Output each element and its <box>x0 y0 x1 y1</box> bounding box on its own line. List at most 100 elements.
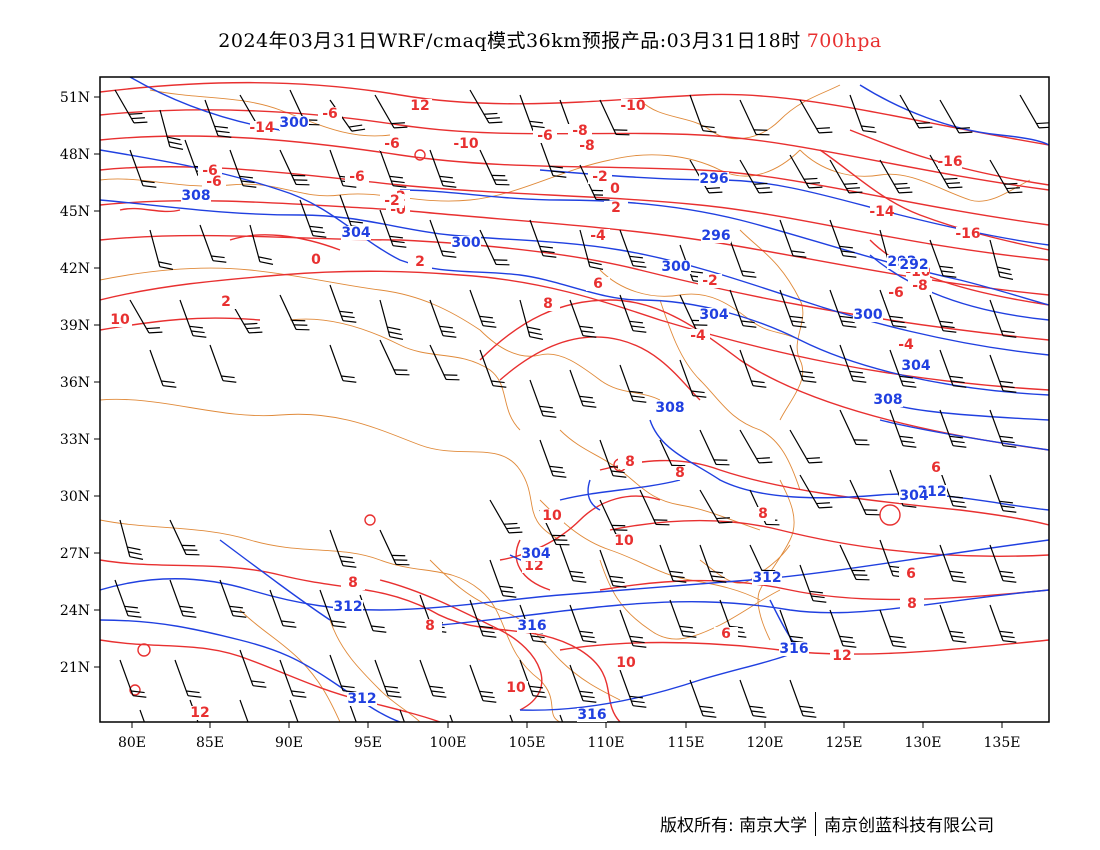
wind-barb <box>269 589 297 628</box>
wind-barb <box>169 579 197 618</box>
wind-barb <box>839 544 870 581</box>
wind-barb <box>939 99 973 134</box>
lon-tick-label: 100E <box>430 735 467 751</box>
wind-barb <box>569 664 597 703</box>
lat-tick-label: 39N <box>60 318 90 334</box>
temperature-label-bg <box>380 137 404 151</box>
wind-barb <box>419 659 447 698</box>
wind-barb <box>229 149 257 188</box>
lon-tick-label: 80E <box>118 735 146 751</box>
wind-barb <box>239 699 254 722</box>
temperature-label-bg <box>250 121 274 135</box>
height-label-bg <box>655 401 685 415</box>
height-label-bg <box>699 172 729 186</box>
wind-barb <box>989 354 1017 393</box>
height-label-bg <box>701 229 731 243</box>
height-label: 300 <box>661 259 690 275</box>
wind-barb <box>739 159 773 194</box>
temperature-label: 8 <box>348 575 358 591</box>
wind-barb <box>799 564 827 603</box>
temperature-label-bg <box>714 627 738 641</box>
height-label: 308 <box>181 188 210 204</box>
wind-barb <box>639 489 670 526</box>
temperature-label-bg <box>568 124 592 138</box>
wind-barb <box>329 654 357 693</box>
wind-barb <box>879 159 913 194</box>
wind-barb <box>174 659 202 698</box>
wind-barb <box>829 159 863 194</box>
wind-barb <box>619 669 647 708</box>
height-label: 316 <box>779 641 808 657</box>
height-label-bg <box>853 308 883 322</box>
temperature-label-bg <box>612 534 636 548</box>
footer-separator <box>815 811 817 836</box>
lon-tick-label: 120E <box>747 735 784 751</box>
temperature-label: 6 <box>906 566 916 582</box>
wind-barb <box>119 519 144 560</box>
wind-barb <box>829 219 857 258</box>
wind-barb <box>209 344 237 383</box>
height-label-bg <box>899 489 929 503</box>
isotherm-lines <box>100 81 1049 722</box>
wind-barb <box>839 409 870 446</box>
temperature-label: -10 <box>620 98 646 114</box>
wind-barb <box>569 604 597 643</box>
chart-title: 2024年03月31日WRF/cmaq模式36km预报产品:03月31日18时 7… <box>0 26 1100 53</box>
lon-tick-label: 105E <box>509 735 546 751</box>
height-lines <box>100 77 1049 722</box>
temperature-label: 2 <box>611 200 621 216</box>
lon-axis: 80E 85E 90E 95E 100E 105E 110E 115E 120E 125E 130E… <box>118 722 1020 751</box>
wind-barbs <box>114 89 1049 722</box>
wind-barb <box>159 109 184 150</box>
wind-barb <box>729 239 757 278</box>
wind-barb <box>114 89 148 124</box>
temperature-label-bg <box>586 229 610 243</box>
wind-barb <box>939 409 967 448</box>
temperature-label: 12 <box>190 705 209 721</box>
wind-barb <box>279 149 310 186</box>
temperature-label: -16 <box>955 226 980 242</box>
wind-barb <box>579 229 604 270</box>
temperature-label-bg <box>900 597 924 611</box>
temperature-label: -6 <box>349 169 365 185</box>
temperature-label: 6 <box>593 276 603 292</box>
temperature-label: -2 <box>702 273 718 289</box>
height-label: 308 <box>873 392 902 408</box>
height-label: 296 <box>701 228 730 244</box>
temperature-label-bg <box>938 155 962 169</box>
wind-barb <box>399 709 414 722</box>
temperature-label-bg <box>108 313 132 327</box>
wind-barb <box>989 604 1017 643</box>
height-label-bg <box>347 692 377 706</box>
lon-tick-label: 125E <box>826 735 863 751</box>
height-label-bg <box>699 308 729 322</box>
height-label: 300 <box>279 115 308 131</box>
wind-barb <box>849 94 877 133</box>
temperature-label: 8 <box>543 296 553 312</box>
height-label: 316 <box>517 618 546 634</box>
wind-barb <box>249 224 274 265</box>
temperature-label-bg <box>588 170 612 184</box>
lat-tick-label: 24N <box>60 603 90 619</box>
wind-barb <box>739 349 767 388</box>
wind-barb <box>319 589 347 628</box>
height-label-bg <box>873 393 903 407</box>
wind-barb <box>559 544 587 583</box>
temperature-label: 12 <box>832 648 851 664</box>
temperature-label: -6 <box>537 128 553 144</box>
wind-barb <box>539 139 567 178</box>
wind-barb <box>779 289 807 328</box>
temperature-label-bg <box>504 681 528 695</box>
temperature-label-bg <box>830 649 854 663</box>
wind-barb <box>939 604 967 643</box>
temperature-label-bg <box>908 279 932 293</box>
wind-barb <box>129 149 157 188</box>
title-main: 2024年03月31日WRF/cmaq模式36km预报产品:03月31日18时 <box>218 30 801 52</box>
wind-barb <box>789 344 817 383</box>
wind-barb <box>659 544 687 583</box>
wind-barb <box>199 224 227 263</box>
height-label-bg <box>181 189 211 203</box>
temperature-label: -6 <box>322 106 338 122</box>
wind-barb <box>989 544 1017 583</box>
temperature-label-bg <box>884 286 908 300</box>
